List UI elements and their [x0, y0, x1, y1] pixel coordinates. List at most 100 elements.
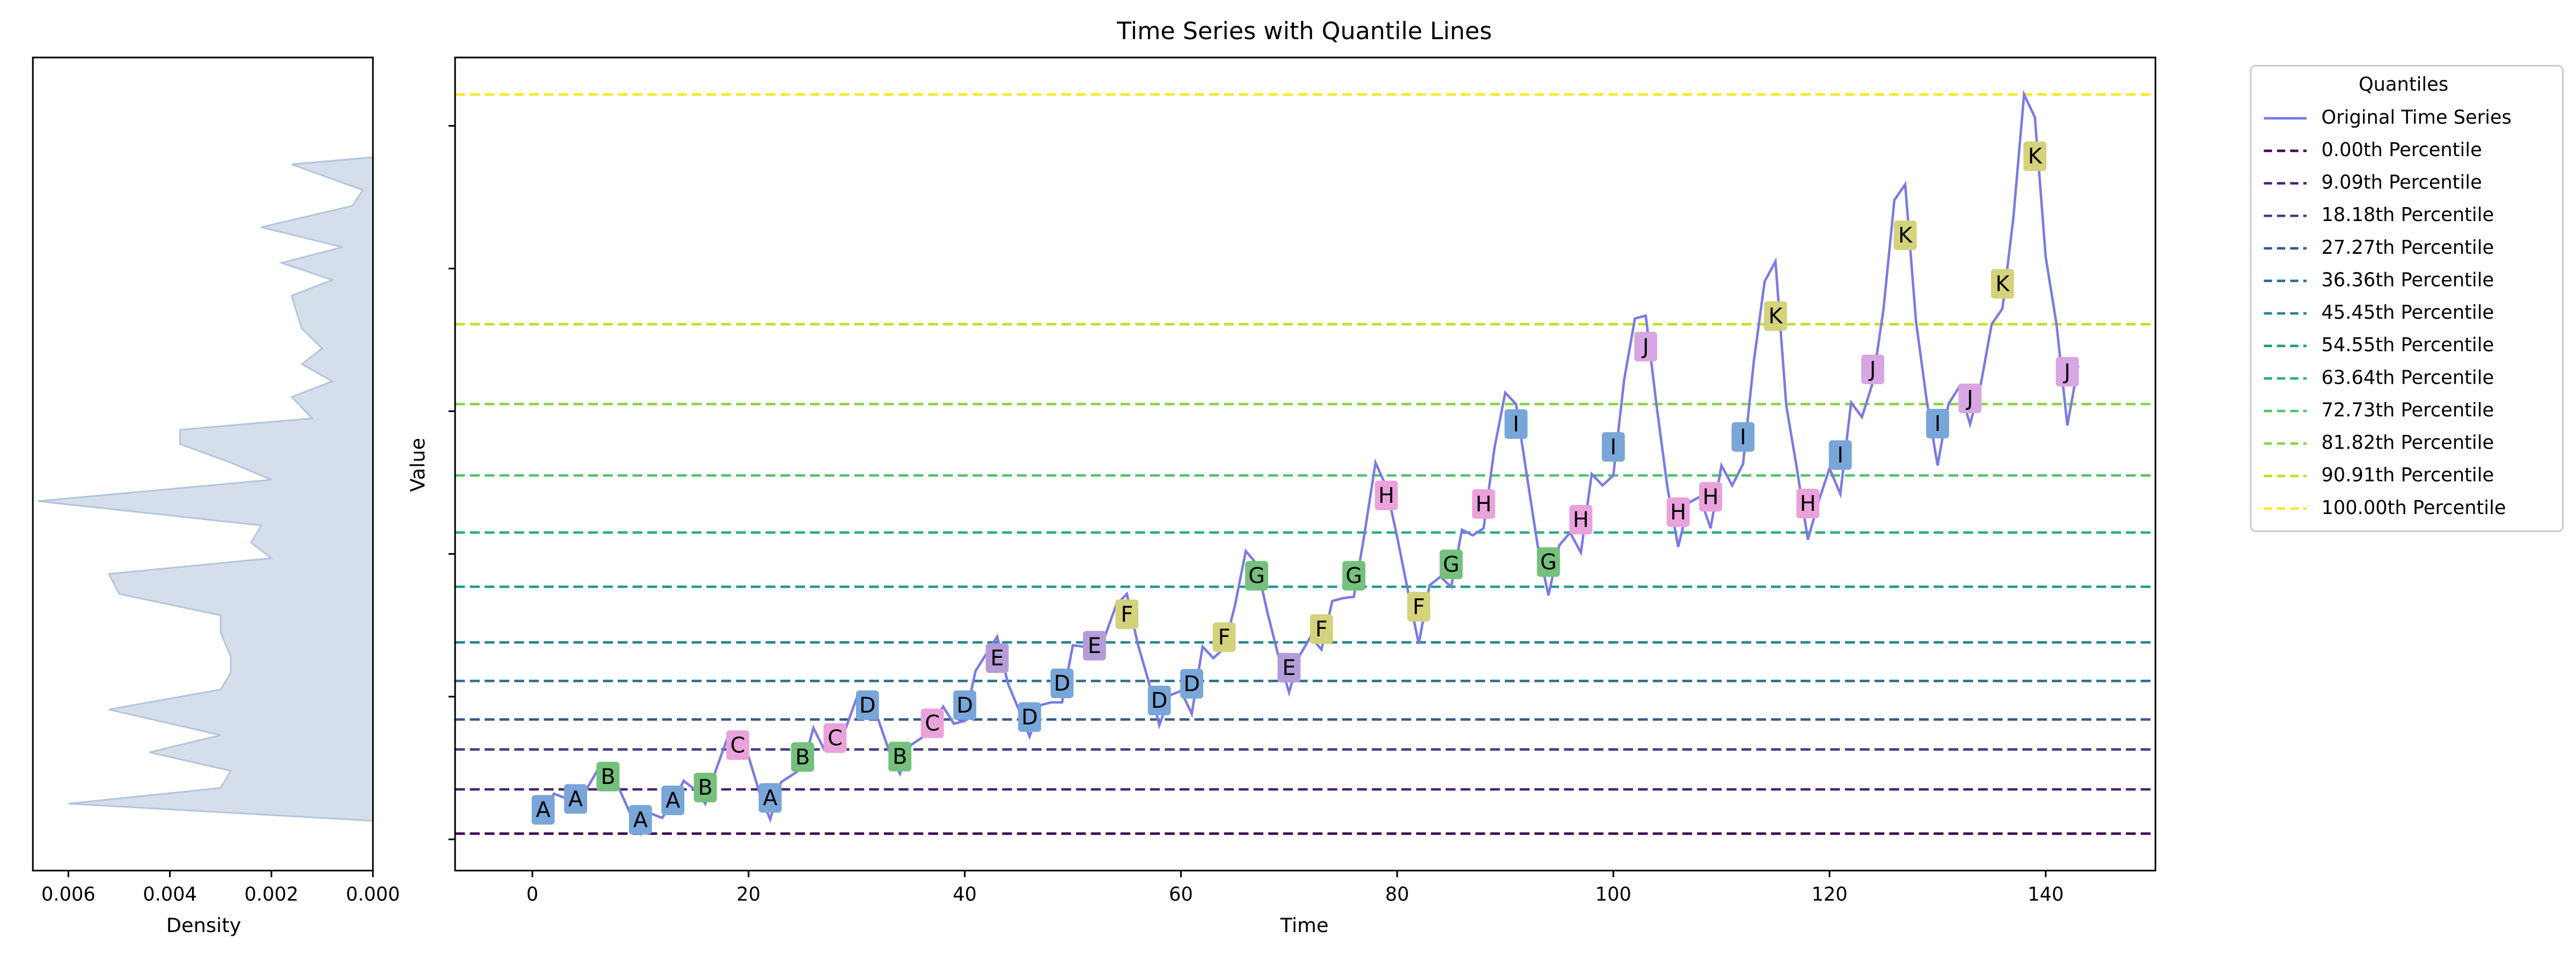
annotation-label: H — [1476, 492, 1492, 517]
annotation-label: I — [1513, 412, 1519, 437]
annotation-box — [1309, 614, 1333, 644]
annotation-label: D — [1054, 671, 1071, 696]
legend-label: 9.09th Percentile — [2322, 172, 2482, 194]
annotation-box — [1504, 409, 1528, 439]
annotation-box — [1536, 547, 1560, 577]
annotation-box — [920, 708, 944, 738]
annotation-label: D — [1151, 688, 1168, 713]
annotation-label: H — [1573, 508, 1589, 532]
annotation-label: I — [1610, 435, 1616, 459]
annotation-label: K — [1898, 223, 1913, 248]
annotation-box — [1893, 220, 1917, 251]
annotation-box — [791, 742, 814, 772]
annotation-label: D — [859, 693, 876, 718]
annotation-label: D — [956, 693, 973, 718]
annotation-box — [2023, 141, 2047, 171]
annotation-box — [1828, 440, 1852, 470]
annotation-label: I — [1935, 412, 1941, 436]
annotation-box — [1958, 383, 1982, 414]
annotation-label: B — [892, 745, 907, 769]
annotation-label: G — [1443, 552, 1460, 577]
annotation-box — [2055, 357, 2079, 387]
annotation-label: A — [763, 786, 777, 811]
annotation-box — [1763, 301, 1787, 331]
annotation-label: F — [1121, 602, 1133, 627]
annotation-box — [855, 690, 879, 720]
annotation-box — [1439, 549, 1463, 580]
x-tick-label: 100 — [1596, 883, 1631, 905]
annotation-label: D — [1021, 705, 1038, 730]
annotation-label: B — [601, 765, 615, 789]
y-axis-label: Value — [406, 438, 429, 492]
x-tick-label: 40 — [953, 883, 977, 905]
annotation-box — [1634, 332, 1658, 362]
legend: Quantiles Original Time Series 0.00th Perc… — [2250, 64, 2564, 532]
annotation-box — [1731, 422, 1755, 452]
annotation-label: A — [536, 798, 551, 823]
x-tick-label: 0.002 — [244, 883, 298, 905]
annotation-box — [1342, 561, 1366, 591]
annotation-label: E — [991, 646, 1004, 671]
annotation-label: C — [730, 733, 745, 758]
x-tick-label: 0.004 — [143, 883, 197, 905]
annotation-label: K — [1995, 272, 2010, 296]
x-tick-label: 140 — [2028, 883, 2063, 905]
annotation-label: F — [1218, 625, 1231, 650]
annotation-box — [661, 786, 685, 816]
annotation-box — [1374, 480, 1398, 510]
axes-frame — [32, 56, 374, 871]
annotation-box — [758, 783, 782, 813]
annotation-box — [1699, 482, 1722, 512]
legend-label: 63.64th Percentile — [2322, 366, 2494, 388]
legend-label: 54.55th Percentile — [2322, 334, 2494, 356]
legend-label: Original Time Series — [2322, 106, 2512, 128]
annotation-box — [1180, 669, 1204, 699]
annotation-label: F — [1315, 617, 1328, 642]
annotation-box — [823, 723, 847, 753]
annotation-label: I — [1837, 443, 1843, 468]
annotation-box — [1407, 592, 1431, 622]
annotation-label: H — [1670, 500, 1686, 525]
annotation-label: H — [1800, 492, 1816, 516]
annotation-label: C — [925, 712, 940, 736]
annotation-box — [1245, 561, 1268, 591]
annotation-label: F — [1413, 595, 1425, 619]
x-tick-label: 20 — [736, 883, 760, 905]
x-axis-label: Time — [1280, 914, 1329, 937]
legend-label: 100.00th Percentile — [2322, 497, 2506, 519]
annotation-box — [888, 742, 912, 772]
annotation-label: B — [698, 775, 713, 800]
annotation-label: A — [665, 788, 680, 813]
annotation-label: A — [568, 787, 583, 812]
annotation-box — [1082, 630, 1106, 661]
x-tick-label: 0 — [526, 883, 538, 905]
legend-label: 90.91th Percentile — [2322, 464, 2494, 486]
legend-label: 18.18th Percentile — [2322, 204, 2494, 226]
x-tick-label: 0.000 — [346, 883, 400, 905]
annotation-box — [1115, 599, 1139, 629]
annotation-label: J — [2062, 360, 2070, 384]
series-line — [531, 90, 2080, 837]
annotation-box — [531, 795, 555, 825]
annotation-label: H — [1703, 485, 1719, 510]
legend-label: 72.73th Percentile — [2322, 399, 2494, 421]
annotation-label: K — [1768, 304, 1783, 329]
annotation-box — [1050, 668, 1074, 699]
axes-frame — [454, 56, 2156, 871]
annotation-box — [1212, 622, 1236, 652]
annotation-box — [596, 761, 620, 791]
annotation-label: D — [1183, 672, 1200, 696]
density-area — [38, 156, 374, 822]
annotation-label: B — [795, 745, 810, 769]
annotation-label: E — [1088, 634, 1101, 658]
annotation-box — [953, 690, 977, 720]
annotation-label: G — [1248, 564, 1265, 589]
annotation-box — [1861, 354, 1885, 385]
annotation-box — [1147, 685, 1171, 716]
annotation-box — [1990, 269, 2014, 299]
annotation-box — [1277, 652, 1301, 683]
annotation-label: J — [1641, 334, 1649, 359]
legend-label: 0.00th Percentile — [2322, 139, 2482, 161]
